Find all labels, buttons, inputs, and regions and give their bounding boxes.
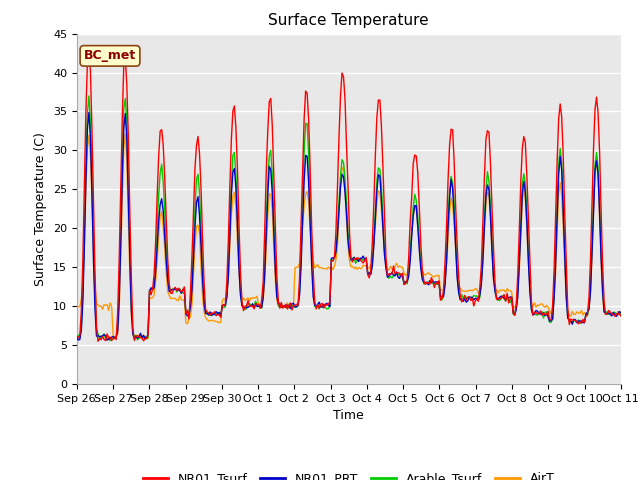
- AirT: [266, 192, 273, 197]
- NR01_Tsurf: [617, 313, 625, 319]
- X-axis label: Time: Time: [333, 409, 364, 422]
- Legend: NR01_Tsurf, NR01_PRT, Arable_Tsurf, AirT: NR01_Tsurf, NR01_PRT, Arable_Tsurf, AirT: [138, 468, 560, 480]
- NR01_PRT: [85, 109, 93, 115]
- Line: NR01_PRT: NR01_PRT: [77, 112, 621, 340]
- NR01_PRT: [73, 334, 81, 340]
- NR01_PRT: [617, 310, 625, 315]
- AirT: [122, 131, 129, 137]
- NR01_PRT: [589, 210, 597, 216]
- AirT: [143, 334, 150, 340]
- NR01_Tsurf: [238, 298, 246, 304]
- NR01_PRT: [266, 164, 273, 169]
- Arable_Tsurf: [256, 305, 264, 311]
- NR01_Tsurf: [73, 333, 81, 339]
- AirT: [617, 310, 625, 316]
- Y-axis label: Surface Temperature (C): Surface Temperature (C): [35, 132, 47, 286]
- NR01_Tsurf: [143, 336, 150, 341]
- Arable_Tsurf: [106, 338, 114, 344]
- AirT: [589, 207, 597, 213]
- Arable_Tsurf: [266, 154, 273, 159]
- NR01_Tsurf: [589, 145, 597, 151]
- Line: Arable_Tsurf: Arable_Tsurf: [77, 96, 621, 341]
- AirT: [314, 262, 321, 267]
- NR01_PRT: [314, 301, 321, 307]
- NR01_PRT: [143, 335, 150, 340]
- Arable_Tsurf: [85, 93, 93, 99]
- NR01_PRT: [238, 303, 246, 309]
- Arable_Tsurf: [238, 302, 246, 308]
- Text: BC_met: BC_met: [84, 49, 136, 62]
- Title: Surface Temperature: Surface Temperature: [269, 13, 429, 28]
- NR01_Tsurf: [85, 48, 93, 53]
- Arable_Tsurf: [143, 336, 150, 342]
- AirT: [141, 336, 149, 342]
- AirT: [256, 304, 264, 310]
- Arable_Tsurf: [314, 302, 321, 308]
- Line: NR01_Tsurf: NR01_Tsurf: [77, 50, 621, 341]
- Arable_Tsurf: [73, 334, 81, 339]
- NR01_Tsurf: [314, 302, 321, 308]
- Arable_Tsurf: [617, 311, 625, 317]
- Line: AirT: AirT: [77, 134, 621, 339]
- AirT: [73, 304, 81, 310]
- NR01_PRT: [256, 302, 264, 308]
- NR01_Tsurf: [94, 338, 102, 344]
- AirT: [238, 297, 246, 302]
- NR01_Tsurf: [256, 305, 264, 311]
- NR01_PRT: [103, 337, 111, 343]
- Arable_Tsurf: [589, 194, 597, 200]
- NR01_Tsurf: [266, 99, 273, 105]
